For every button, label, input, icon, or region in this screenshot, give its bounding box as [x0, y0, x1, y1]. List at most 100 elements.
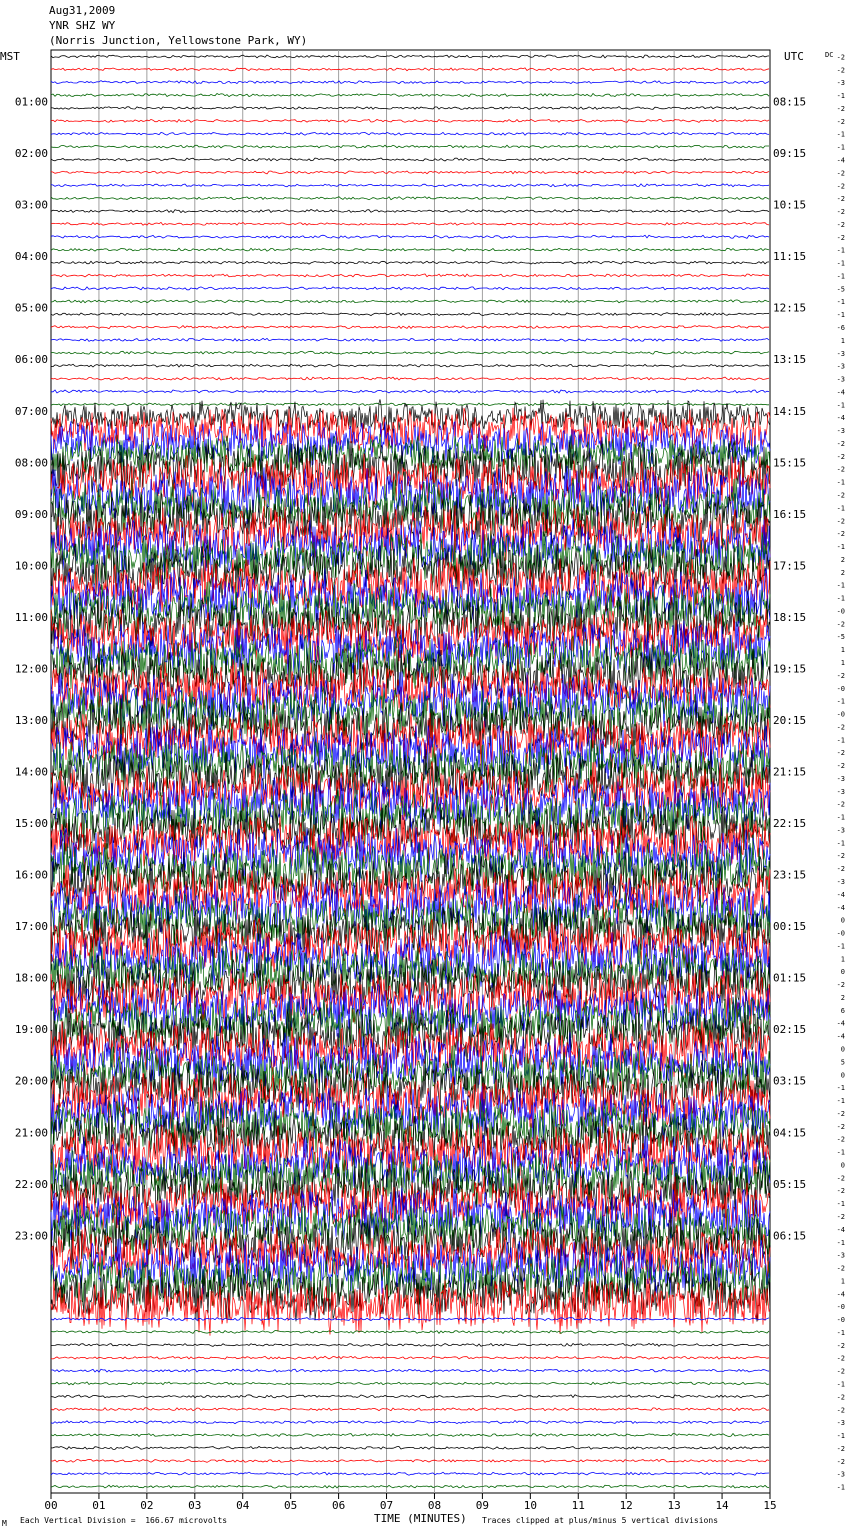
trace-row [50, 1187, 771, 1245]
trace-row [50, 183, 770, 188]
dc-offset-label: -5 [837, 285, 845, 293]
dc-offset-label: -2 [837, 1213, 845, 1221]
dc-offset-label: -4 [837, 1020, 845, 1028]
trace-row [50, 567, 771, 624]
dc-offset-label: -2 [837, 1368, 845, 1376]
dc-offset-label: -1 [837, 595, 845, 603]
trace-row [50, 312, 770, 317]
dc-offset-label: -0 [837, 1316, 845, 1324]
dc-offset-label: -1 [837, 582, 845, 590]
dc-offset-label: -5 [837, 633, 845, 641]
right-hour-label: 01:15 [773, 972, 806, 985]
dc-offset-label: 1 [841, 646, 845, 654]
dc-offset-label: -2 [837, 118, 845, 126]
trace-row [50, 530, 771, 589]
dc-offset-label: -1 [837, 1484, 845, 1492]
trace-row [50, 402, 769, 407]
trace-row [50, 299, 770, 304]
dc-offset-label: -2 [837, 530, 845, 538]
dc-offset-label: -4 [837, 414, 845, 422]
x-axis-title: TIME (MINUTES) [374, 1512, 467, 1525]
trace-row [50, 260, 770, 265]
right-hour-label: 03:15 [773, 1075, 806, 1088]
x-tick-label: 05 [284, 1499, 297, 1512]
left-hour-label: 20:00 [15, 1075, 48, 1088]
dc-offset-label: -0 [837, 1303, 845, 1311]
left-hour-label: 11:00 [15, 611, 48, 624]
dc-offset-label: -2 [837, 208, 845, 216]
dc-offset-label: -3 [837, 363, 845, 371]
left-hour-label: 01:00 [15, 96, 48, 109]
dc-offset-label: -2 [837, 453, 845, 461]
x-tick-label: 04 [236, 1499, 250, 1512]
dc-offset-label: -3 [837, 1471, 845, 1479]
trace-row [50, 420, 771, 466]
right-hour-label: 12:15 [773, 302, 806, 315]
trace-row [50, 286, 770, 291]
dc-offset-label: -4 [837, 891, 845, 899]
dc-offset-label: -4 [837, 388, 845, 396]
left-hour-label: 18:00 [15, 972, 48, 985]
dc-offset-label: -2 [837, 762, 845, 770]
right-hour-label: 18:15 [773, 611, 806, 624]
x-tick-label: 03 [188, 1499, 201, 1512]
trace-row [50, 1420, 770, 1425]
right-hour-label: 21:15 [773, 766, 806, 779]
dc-offset-label: -0 [837, 607, 845, 615]
dc-offset-label: 0 [841, 968, 845, 976]
dc-offset-label: -1 [837, 1149, 845, 1157]
trace-row [50, 234, 770, 239]
dc-offset-label: -0 [837, 711, 845, 719]
right-hour-label: 19:15 [773, 662, 806, 675]
dc-offset-label: -1 [837, 698, 845, 706]
trace-row [50, 1044, 771, 1104]
right-hour-label: 02:15 [773, 1023, 806, 1036]
dc-offset-label: -2 [837, 517, 845, 525]
trace-row [51, 389, 770, 394]
trace-row [50, 118, 770, 123]
left-hour-label: 21:00 [15, 1126, 48, 1139]
dc-offset-label: -3 [837, 427, 845, 435]
trace-row [50, 1446, 769, 1450]
dc-offset-label: -2 [837, 1458, 845, 1466]
dc-offset-label: -2 [837, 1174, 845, 1182]
trace-row [50, 982, 771, 1039]
right-hour-label: 11:15 [773, 250, 806, 263]
trace-row [50, 440, 771, 497]
trace-row [50, 144, 769, 149]
dc-offset-label: -1 [837, 839, 845, 847]
right-hour-label: 09:15 [773, 147, 806, 160]
dc-offset-label: -2 [837, 1265, 845, 1273]
dc-offset-label: -1 [837, 814, 845, 822]
dc-offset-label: -1 [837, 504, 845, 512]
dc-offset-label: -2 [837, 221, 845, 229]
dc-offset-label: 5 [841, 1058, 845, 1066]
left-hour-label: 04:00 [15, 250, 48, 263]
dc-offset-label: -1 [837, 92, 845, 100]
clip-note: Traces clipped at plus/minus 5 vertical … [482, 1516, 719, 1525]
x-tick-label: 11 [572, 1499, 585, 1512]
trace-row [50, 92, 770, 98]
dc-offset-label: -1 [837, 1432, 845, 1440]
left-hour-label: 09:00 [15, 508, 48, 521]
trace-row [50, 555, 771, 615]
dc-offset-label: -2 [837, 1110, 845, 1118]
trace-row [50, 1122, 771, 1182]
trace-row [50, 685, 771, 742]
right-hour-label: 16:15 [773, 508, 806, 521]
left-hour-label: 13:00 [15, 714, 48, 727]
dc-offset-label: -2 [837, 1406, 845, 1414]
left-hour-label: 15:00 [15, 817, 48, 830]
trace-row [50, 337, 770, 342]
x-tick-label: 10 [524, 1499, 537, 1512]
dc-offset-label: -4 [837, 1290, 845, 1298]
trace-row [50, 1072, 771, 1129]
x-tick-label: 02 [140, 1499, 153, 1512]
dc-offset-label: -1 [837, 1239, 845, 1247]
dc-offset-label: -2 [837, 1355, 845, 1363]
dc-offset-label: -1 [837, 311, 845, 319]
dc-offset-label: -2 [837, 865, 845, 873]
dc-offset-label: -2 [837, 466, 845, 474]
dc-offset-label: -3 [837, 1419, 845, 1427]
dc-offset-label: -1 [837, 298, 845, 306]
